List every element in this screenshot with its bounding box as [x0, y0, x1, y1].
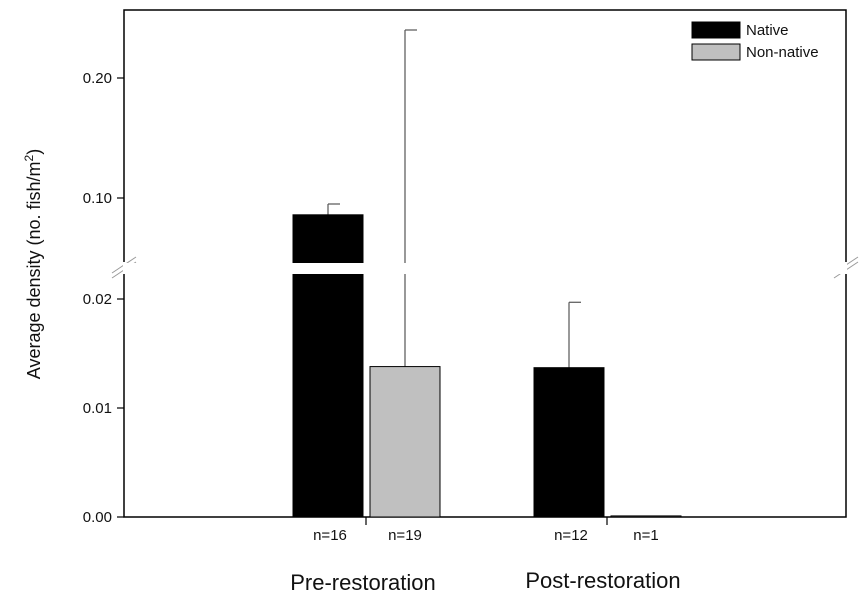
legend: Native Non-native	[691, 21, 819, 61]
legend-label-native: Native	[746, 22, 789, 39]
bar-non-native-pre-restoration	[369, 366, 441, 518]
bar-native-pre-restoration	[292, 214, 364, 518]
y-axis-title-close: )	[24, 149, 44, 155]
n-label-non-native-pre-restoration: n=19	[388, 527, 422, 544]
legend-swatch-native	[691, 21, 741, 39]
y-axis-title-superscript: 2	[22, 154, 36, 161]
n-label-native-post-restoration: n=12	[554, 527, 588, 544]
y-axis-title: Average density (no. fish/m2)	[22, 149, 44, 379]
legend-label-non-native: Non-native	[746, 44, 819, 61]
y-axis-title-main: Average density (no. fish/m	[24, 161, 44, 379]
group-label-post-restoration: Post-restoration	[525, 568, 680, 593]
n-label-non-native-post-restoration: n=1	[633, 527, 658, 544]
y-tick-label: 0.02	[83, 291, 112, 308]
y-tick-label: 0.00	[83, 509, 112, 526]
n-label-native-pre-restoration: n=16	[313, 527, 347, 544]
group-label-pre-restoration: Pre-restoration	[290, 570, 436, 595]
axis-break-gap-left	[123, 263, 125, 274]
legend-swatch-non-native	[691, 43, 741, 61]
y-tick-label: 0.20	[83, 70, 112, 87]
y-tick-label: 0.01	[83, 400, 112, 417]
bar-non-native-post-restoration	[610, 515, 682, 518]
axis-break-gap-right	[845, 263, 847, 274]
break-band	[125, 263, 845, 274]
y-tick-label: 0.10	[83, 190, 112, 207]
bar-native-post-restoration	[533, 367, 605, 518]
